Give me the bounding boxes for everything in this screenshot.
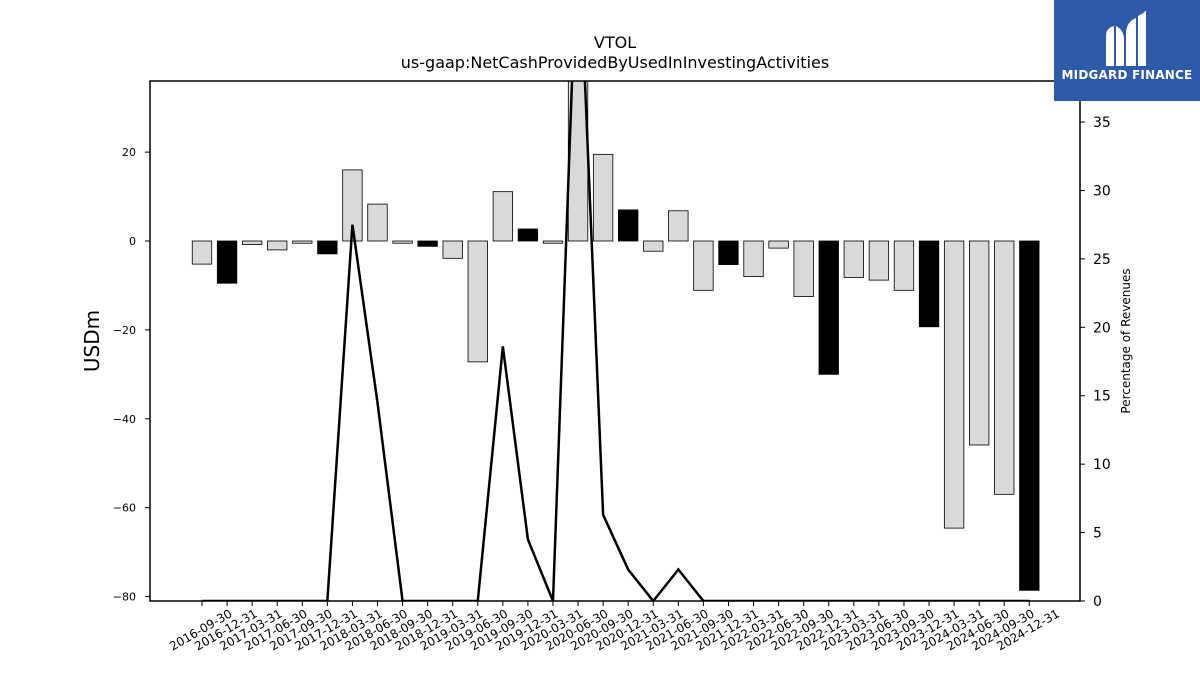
bar	[216, 240, 238, 284]
y-tick-label: 20	[122, 146, 136, 159]
bar	[1019, 240, 1040, 591]
bar	[994, 240, 1015, 495]
bar	[793, 240, 814, 297]
bar	[643, 240, 664, 252]
y-tick-label: −80	[113, 591, 136, 604]
bar	[743, 240, 764, 277]
logo-mark-icon	[1106, 10, 1146, 66]
bar	[718, 240, 739, 265]
brand-logo: MIDGARD FINANCE	[1054, 0, 1200, 101]
y2-tick-label: 30	[1093, 183, 1111, 199]
y2-axis-label: Percentage of Revenues	[1119, 268, 1133, 413]
y-tick-label: −20	[113, 324, 136, 337]
logo-text: MIDGARD FINANCE	[1061, 68, 1193, 82]
bar	[517, 228, 539, 242]
bar	[292, 240, 313, 244]
bar	[843, 240, 864, 278]
bar	[542, 240, 564, 244]
chart-subtitle: us-gaap:NetCashProvidedByUsedInInvesting…	[401, 53, 829, 72]
bar	[317, 240, 338, 255]
bar	[367, 203, 388, 242]
bar	[567, 81, 589, 242]
y-tick-label: −40	[113, 413, 136, 426]
bar	[918, 240, 940, 328]
bar	[592, 153, 614, 242]
y-axis-label: USDm	[80, 310, 104, 372]
bar	[392, 240, 413, 244]
plot-clip-group	[191, 81, 1040, 601]
bar	[241, 240, 263, 245]
y-tick-label: −60	[113, 502, 136, 515]
y-tick-label: 0	[129, 235, 136, 248]
y2-tick-label: 10	[1093, 457, 1111, 473]
plot-frame	[149, 80, 1081, 602]
y2-tick-label: 25	[1093, 252, 1111, 268]
bar	[668, 210, 689, 242]
revenue-percentage-line	[202, 81, 1030, 601]
y2-tick-label: 0	[1093, 594, 1102, 610]
bar	[868, 240, 890, 281]
plot-area: −80−60−40−20020051015202530352016-09-302…	[113, 80, 1111, 653]
bar	[267, 240, 288, 251]
y2-tick-label: 5	[1093, 526, 1102, 542]
bar	[417, 240, 438, 247]
y2-tick-label: 20	[1093, 320, 1111, 336]
bar	[492, 191, 513, 242]
bar	[969, 240, 990, 446]
bar	[618, 209, 639, 242]
bar	[442, 240, 463, 259]
bar	[943, 240, 965, 529]
bar	[893, 240, 915, 291]
y2-tick-label: 35	[1093, 115, 1111, 131]
chart-title: VTOL	[594, 33, 636, 52]
bar	[191, 240, 213, 265]
y2-tick-label: 15	[1093, 389, 1111, 405]
bar	[693, 240, 714, 291]
bar	[818, 240, 839, 375]
bar	[768, 240, 789, 249]
bar	[467, 240, 488, 363]
